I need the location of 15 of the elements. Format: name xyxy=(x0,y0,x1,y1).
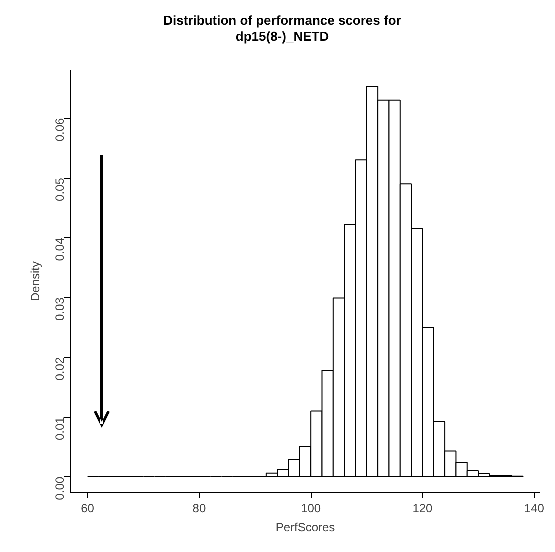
y-tick-label: 0.01 xyxy=(53,416,67,441)
y-tick-label: 0.04 xyxy=(53,238,67,262)
x-tick-label: 60 xyxy=(81,502,95,516)
y-tick-label: 0.05 xyxy=(53,178,67,202)
x-tick-label: 80 xyxy=(192,502,206,516)
x-tick-label: 140 xyxy=(524,502,545,516)
x-tick-label: 100 xyxy=(301,502,322,516)
x-axis-title: PerfScores xyxy=(276,520,336,534)
y-axis-title: Density xyxy=(28,261,42,302)
x-tick-label: 120 xyxy=(412,502,434,516)
chart-title: Distribution of performance scores for dp15(8-)_NETD xyxy=(164,13,402,44)
y-tick-label: 0.00 xyxy=(53,476,67,500)
y-tick-label: 0.03 xyxy=(53,297,67,321)
y-tick-label: 0.02 xyxy=(53,357,67,381)
y-tick-label: 0.06 xyxy=(53,118,67,142)
